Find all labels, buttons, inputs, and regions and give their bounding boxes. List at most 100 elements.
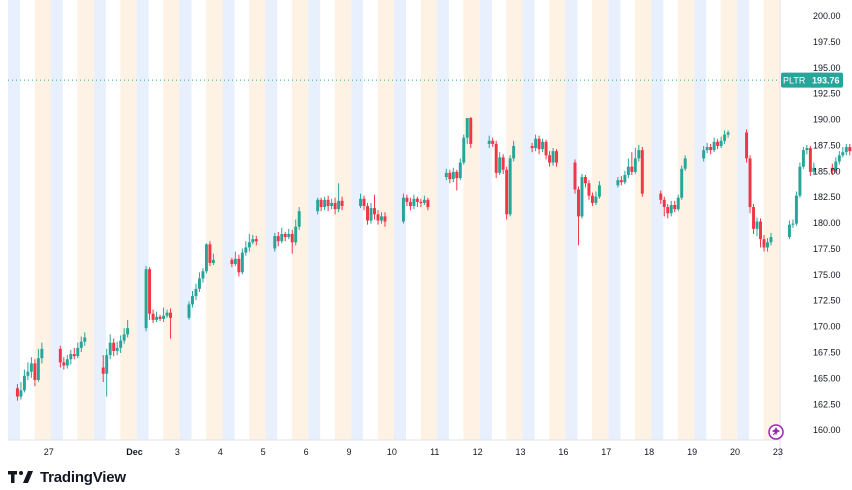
candle-body	[116, 348, 119, 351]
x-tick-label: 6	[304, 447, 309, 457]
candle-body	[766, 242, 769, 247]
candle-body	[109, 343, 112, 355]
candle-body	[59, 349, 62, 362]
candle-body	[255, 239, 258, 241]
candle-body	[334, 203, 337, 209]
candle-body	[426, 200, 429, 207]
candle-body	[384, 216, 387, 221]
candle-body	[623, 175, 626, 182]
candle-body	[502, 157, 505, 169]
post-market-band	[506, 0, 522, 440]
candle-body	[40, 349, 43, 358]
pre-market-band	[651, 0, 663, 440]
x-tick-label: 17	[601, 447, 611, 457]
candle-body	[727, 133, 730, 135]
candle-body	[405, 198, 408, 202]
candle-body	[277, 236, 280, 241]
candle-body	[244, 247, 247, 252]
candle-body	[359, 199, 362, 206]
candle-body	[409, 202, 412, 206]
candle-body	[798, 167, 801, 196]
x-tick-label: 10	[387, 447, 397, 457]
tradingview-logo-text: TradingView	[40, 469, 126, 486]
x-tick-label: 9	[346, 447, 351, 457]
x-tick-label: 12	[473, 447, 483, 457]
pre-market-band	[608, 0, 620, 440]
candle-body	[445, 173, 448, 177]
y-tick-label: 200.00	[813, 11, 841, 21]
candle-body	[720, 141, 723, 146]
candle-body	[33, 363, 36, 380]
candle-body	[505, 170, 508, 215]
candle-body	[251, 239, 254, 242]
tradingview-logo[interactable]: TradingView	[8, 469, 126, 485]
candle-body	[541, 142, 544, 149]
price-tag-value: 193.76	[812, 76, 840, 86]
post-market-band	[421, 0, 437, 440]
x-tick-label: 18	[644, 447, 654, 457]
candle-body	[194, 289, 197, 296]
candle-body	[37, 358, 40, 380]
candle-body	[462, 138, 465, 163]
candle-body	[145, 269, 148, 328]
candle-body	[212, 260, 215, 263]
candle-body	[191, 296, 194, 304]
candle-body	[659, 194, 662, 200]
post-market-band	[120, 0, 136, 440]
candle-body	[680, 169, 683, 198]
candle-body	[574, 163, 577, 190]
y-tick-label: 175.00	[813, 270, 841, 280]
candle-body	[620, 180, 623, 182]
candle-body	[641, 150, 644, 193]
candle-body	[23, 376, 26, 390]
candle-body	[616, 180, 619, 185]
candle-body	[402, 198, 405, 222]
candle-body	[666, 207, 669, 213]
candle-body	[287, 234, 290, 237]
candle-body	[273, 236, 276, 248]
candle-body	[512, 146, 515, 158]
post-market-band	[335, 0, 351, 440]
session-bands	[8, 0, 780, 440]
y-tick-label: 162.50	[813, 399, 841, 409]
pre-market-band	[351, 0, 363, 440]
candle-body	[577, 189, 580, 216]
candle-body	[637, 150, 640, 158]
x-tick-label: 13	[516, 447, 526, 457]
y-tick-label: 182.50	[813, 192, 841, 202]
candle-body	[763, 239, 766, 247]
candle-body	[248, 242, 251, 247]
y-tick-label: 160.00	[813, 425, 841, 435]
candle-body	[555, 151, 558, 162]
candle-body	[66, 359, 69, 365]
magic-icon[interactable]	[769, 425, 783, 439]
candle-body	[587, 183, 590, 195]
candle-body	[713, 142, 716, 150]
pre-market-band	[566, 0, 578, 440]
candle-body	[845, 147, 848, 152]
candle-body	[548, 155, 551, 162]
candle-body	[341, 201, 344, 206]
candle-body	[26, 372, 29, 376]
candle-body	[280, 234, 283, 241]
pre-market-band	[51, 0, 63, 440]
candle-body	[838, 155, 841, 161]
pre-market-band	[180, 0, 192, 440]
post-market-band	[592, 0, 608, 440]
candle-body	[791, 224, 794, 225]
candle-body	[809, 148, 812, 172]
candle-body	[80, 342, 83, 348]
x-tick-label: 16	[558, 447, 568, 457]
x-tick-label: 27	[44, 447, 54, 457]
candle-body	[756, 222, 759, 229]
candle-body	[630, 167, 633, 172]
candle-body	[188, 304, 191, 317]
y-tick-label: 197.50	[813, 37, 841, 47]
candle-body	[327, 200, 330, 206]
candle-body	[491, 141, 494, 144]
candle-body	[788, 225, 791, 237]
y-tick-label: 165.00	[813, 373, 841, 383]
candle-body	[234, 259, 237, 264]
